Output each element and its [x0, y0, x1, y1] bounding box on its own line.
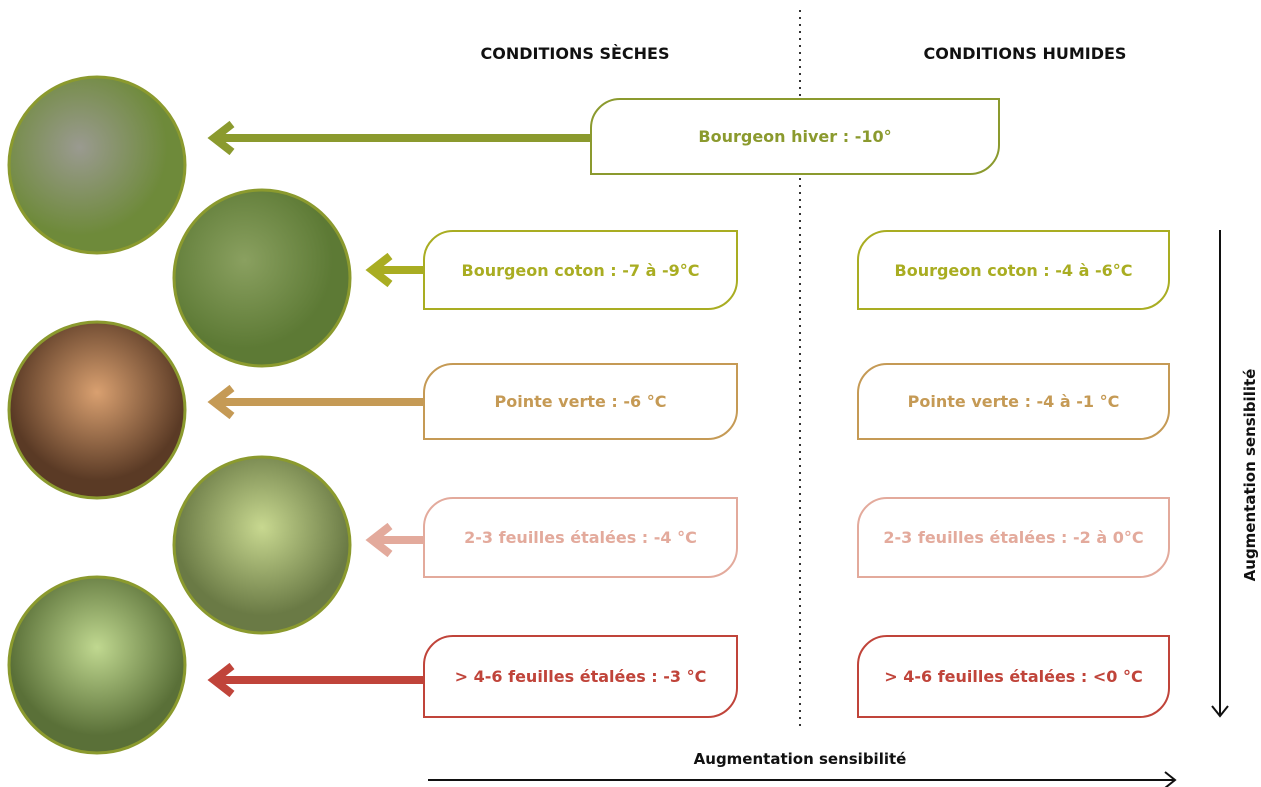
stage-box: Bourgeon hiver : -10° — [590, 98, 1000, 175]
stage-box: 2-3 feuilles étalées : -2 à 0°C — [857, 497, 1170, 578]
photo-green-tip — [9, 322, 185, 498]
stage-box: Pointe verte : -4 à -1 °C — [857, 363, 1170, 440]
stage-box: > 4-6 feuilles étalées : -3 °C — [423, 635, 738, 718]
stage-box: > 4-6 feuilles étalées : <0 °C — [857, 635, 1170, 718]
photo-cotton-bud — [174, 190, 350, 366]
photos — [9, 77, 350, 753]
stage-box: Bourgeon coton : -4 à -6°C — [857, 230, 1170, 310]
stage-box: 2-3 feuilles étalées : -4 °C — [423, 497, 738, 578]
column-header: CONDITIONS HUMIDES — [924, 44, 1127, 63]
stage-box: Pointe verte : -6 °C — [423, 363, 738, 440]
photo-2-3-leaves — [174, 457, 350, 633]
axis-label: Augmentation sensibilité — [1241, 369, 1259, 582]
axis-label: Augmentation sensibilité — [694, 750, 907, 768]
photo-4-6-leaves — [9, 577, 185, 753]
column-header: CONDITIONS SÈCHES — [481, 44, 670, 63]
photo-winter-bud — [9, 77, 185, 253]
stage-box: Bourgeon coton : -7 à -9°C — [423, 230, 738, 310]
diagram: CONDITIONS SÈCHES CONDITIONS HUMIDES Bou… — [0, 0, 1261, 787]
